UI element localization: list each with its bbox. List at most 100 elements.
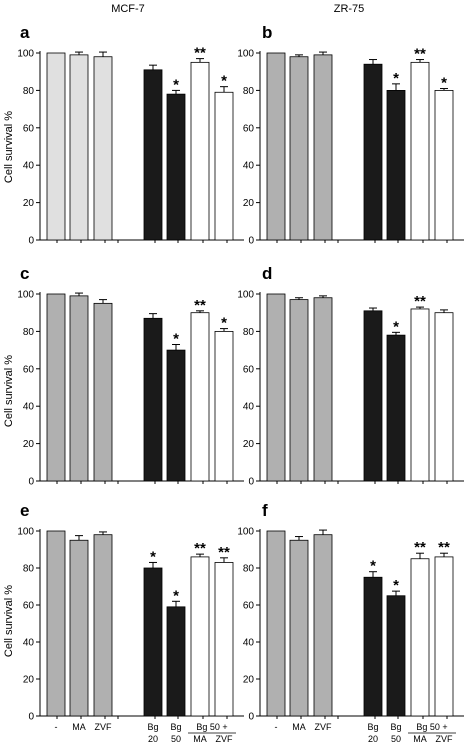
y-tick-label-c-20: 20: [23, 439, 35, 450]
significance-a-5: **: [194, 45, 206, 62]
y-tick-label-d-80: 80: [243, 327, 255, 338]
category-label-e-0: -: [55, 722, 58, 732]
y-tick-label-e-60: 60: [23, 601, 35, 612]
significance-c-4: *: [173, 330, 179, 347]
y-tick-label-a-40: 40: [23, 161, 35, 172]
category-label-f-3a: Bg: [367, 722, 378, 732]
significance-b-5: **: [414, 46, 426, 63]
significance-c-6: *: [221, 315, 227, 332]
bar-c-2: [93, 302, 113, 482]
bar-f-2: [313, 534, 333, 717]
bar-b-1: [289, 56, 309, 241]
bar-d-6: [434, 312, 454, 482]
bar-f-1: [289, 539, 309, 717]
y-tick-label-a-80: 80: [23, 86, 35, 97]
bar-c-6: [214, 330, 234, 482]
y-tick-label-e-0: 0: [28, 712, 34, 723]
y-tick-label-c-80: 80: [23, 327, 35, 338]
significance-f-6: **: [438, 539, 450, 556]
significance-d-5: **: [414, 293, 426, 310]
y-tick-label-a-60: 60: [23, 123, 35, 134]
category-label-e-4b: 50: [171, 734, 181, 744]
y-tick-label-e-80: 80: [23, 564, 35, 575]
significance-e-5: **: [194, 540, 206, 557]
category-label-e-5b: MA: [193, 734, 207, 744]
y-tick-label-c-40: 40: [23, 402, 35, 413]
significance-e-4: *: [173, 587, 179, 604]
panel-letter-a: a: [20, 23, 30, 42]
y-tick-label-c-60: 60: [23, 364, 35, 375]
y-tick-label-b-80: 80: [243, 86, 255, 97]
bar-a-3: [143, 69, 163, 241]
y-axis-label-top: Cell survival %: [3, 111, 15, 183]
y-tick-label-d-100: 100: [237, 290, 254, 301]
y-tick-label-a-0: 0: [28, 236, 34, 247]
category-label-f-6b: ZVF: [436, 734, 454, 744]
y-tick-label-e-100: 100: [17, 527, 34, 538]
significance-e-3: *: [150, 548, 156, 565]
bar-d-2: [313, 297, 333, 482]
category-label-e-5a: Bg 50 +: [196, 722, 227, 732]
bar-c-5: [190, 312, 210, 482]
bar-f-6: [434, 556, 454, 717]
y-axis-label-middle: Cell survival %: [3, 355, 15, 427]
bar-e-0: [46, 530, 66, 717]
significance-c-5: **: [194, 297, 206, 314]
y-tick-label-b-40: 40: [243, 161, 255, 172]
bar-b-6: [434, 90, 454, 241]
y-tick-label-a-20: 20: [23, 198, 35, 209]
bar-f-4: [386, 595, 406, 717]
y-tick-label-e-40: 40: [23, 638, 35, 649]
bar-e-6: [214, 562, 234, 717]
y-axis-label-bottom: Cell survival %: [3, 585, 15, 657]
bar-e-3: [143, 567, 163, 717]
bar-a-5: [190, 61, 210, 241]
bar-e-4: [166, 606, 186, 717]
panel-letter-d: d: [262, 264, 272, 283]
bar-c-1: [69, 295, 89, 482]
bar-f-0: [266, 530, 286, 717]
category-label-f-0: -: [275, 722, 278, 732]
bar-e-1: [69, 539, 89, 717]
y-tick-label-d-40: 40: [243, 402, 255, 413]
y-tick-label-e-20: 20: [23, 675, 35, 686]
bar-b-0: [266, 52, 286, 241]
bar-d-0: [266, 293, 286, 482]
panel-letter-f: f: [262, 501, 268, 520]
bar-a-6: [214, 91, 234, 241]
y-tick-label-b-20: 20: [243, 198, 255, 209]
bar-f-3: [363, 576, 383, 717]
y-tick-label-b-100: 100: [237, 49, 254, 60]
significance-f-5: **: [414, 539, 426, 556]
bar-b-5: [410, 61, 430, 241]
bar-d-3: [363, 310, 383, 482]
y-tick-label-d-60: 60: [243, 364, 255, 375]
category-label-e-2: ZVF: [95, 722, 113, 732]
column-title-zr75: ZR-75: [334, 3, 365, 15]
bar-c-0: [46, 293, 66, 482]
significance-d-4: *: [393, 318, 399, 335]
category-label-f-5a: Bg 50 +: [416, 722, 447, 732]
category-label-e-4a: Bg: [170, 722, 181, 732]
category-label-e-3b: 20: [148, 734, 158, 744]
y-tick-label-a-100: 100: [17, 49, 34, 60]
significance-f-3: *: [370, 558, 376, 575]
panel-letter-c: c: [20, 264, 29, 283]
panel-letter-b: b: [262, 23, 272, 42]
category-label-f-5b: MA: [413, 734, 427, 744]
bar-a-2: [93, 56, 113, 241]
bar-b-4: [386, 90, 406, 241]
y-tick-label-f-0: 0: [248, 712, 254, 723]
bar-e-2: [93, 534, 113, 717]
category-label-f-4a: Bg: [390, 722, 401, 732]
y-tick-label-b-60: 60: [243, 123, 255, 134]
y-tick-label-c-100: 100: [17, 290, 34, 301]
panel-letter-e: e: [20, 501, 29, 520]
significance-a-6: *: [221, 73, 227, 90]
bar-c-3: [143, 317, 163, 482]
significance-b-6: *: [441, 75, 447, 92]
significance-b-4: *: [393, 70, 399, 87]
bar-a-0: [46, 52, 66, 241]
